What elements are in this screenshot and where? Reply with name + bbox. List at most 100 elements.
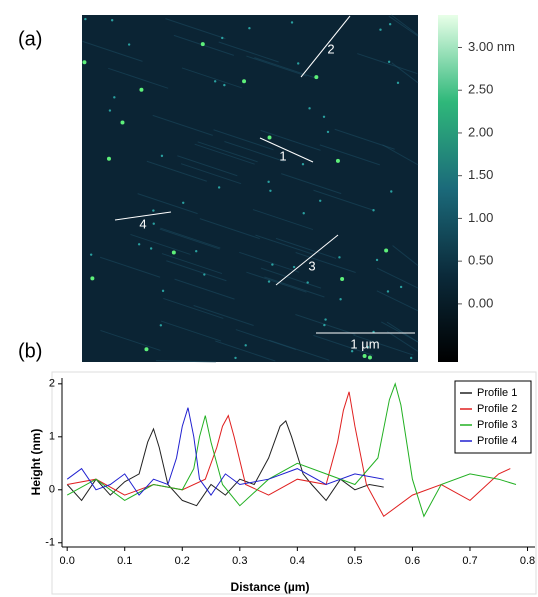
- texture-dot: [297, 62, 300, 65]
- texture-dot: [195, 250, 198, 253]
- x-tick-label: 0.7: [462, 555, 477, 567]
- texture-dot: [267, 135, 272, 140]
- texture-dot: [221, 36, 224, 40]
- texture-streak: [165, 18, 226, 40]
- texture-streak: [218, 41, 279, 63]
- texture-streak: [376, 290, 419, 312]
- texture-streak: [100, 329, 161, 351]
- texture-dot: [372, 209, 375, 212]
- texture-streak: [155, 360, 216, 363]
- texture-streak: [146, 160, 207, 182]
- legend-label: Profile 4: [477, 435, 517, 447]
- y-tick-label: 2: [49, 378, 55, 390]
- texture-dot: [106, 156, 111, 161]
- texture-dot: [159, 324, 163, 327]
- texture-streak: [357, 53, 418, 75]
- texture-dot: [290, 21, 294, 24]
- texture-dot: [322, 115, 326, 118]
- surface-texture: [82, 14, 419, 363]
- texture-dot: [269, 189, 272, 193]
- texture-dot: [388, 23, 392, 26]
- texture-streak: [391, 62, 419, 84]
- texture-dot: [223, 83, 226, 87]
- texture-dot: [314, 75, 319, 80]
- texture-streak: [376, 267, 419, 289]
- texture-streak: [264, 276, 325, 298]
- profile-label: 3: [308, 258, 315, 273]
- texture-streak: [193, 305, 254, 326]
- texture-dot: [271, 263, 274, 266]
- legend-label: Profile 1: [477, 387, 517, 399]
- texture-streak: [152, 114, 213, 136]
- texture-streak: [194, 143, 255, 165]
- texture-streak: [239, 251, 300, 273]
- texture-dot: [308, 107, 311, 110]
- profile-label: 2: [327, 41, 334, 56]
- profile-label: 4: [139, 216, 146, 231]
- colorbar-tick-label: 2.50: [468, 82, 493, 97]
- texture-dot: [366, 345, 370, 349]
- texture-streak: [197, 141, 258, 163]
- panel-label: (b): [18, 340, 42, 362]
- texture-streak: [160, 227, 221, 249]
- texture-dot: [244, 344, 247, 347]
- x-axis-label: Distance (µm): [231, 580, 310, 594]
- texture-streak: [177, 155, 238, 177]
- legend-label: Profile 3: [477, 419, 517, 431]
- y-axis-label: Height (nm): [29, 429, 43, 496]
- texture-dot: [335, 158, 340, 163]
- texture-dot: [362, 353, 367, 358]
- texture-dot: [120, 120, 125, 125]
- profile-line: [300, 15, 351, 78]
- texture-dot: [339, 298, 342, 301]
- texture-dot: [340, 277, 345, 282]
- texture-dot: [242, 79, 247, 84]
- texture-dot: [127, 43, 131, 46]
- texture-streak: [313, 189, 374, 211]
- texture-dot: [152, 222, 155, 225]
- texture-dot: [213, 80, 217, 83]
- texture-streak: [382, 144, 419, 166]
- texture-dot: [149, 247, 153, 250]
- texture-streak: [275, 237, 337, 259]
- texture-streak: [130, 233, 191, 255]
- texture-dot: [234, 356, 237, 360]
- texture-dot: [113, 96, 116, 99]
- texture-streak: [386, 321, 419, 343]
- x-tick-label: 0.8: [520, 555, 535, 567]
- texture-dot: [110, 19, 114, 22]
- texture-streak: [386, 331, 419, 352]
- texture-streak: [388, 15, 419, 37]
- texture-dot: [90, 276, 95, 281]
- colorbar-tick-label: 0.00: [468, 295, 493, 310]
- texture-streak: [281, 173, 342, 195]
- profile-line: [259, 137, 314, 163]
- texture-dot: [324, 318, 327, 321]
- texture-streak: [99, 256, 161, 278]
- texture-dot: [171, 250, 176, 255]
- texture-streak: [254, 57, 315, 79]
- texture-streak: [108, 67, 169, 89]
- texture-dot: [267, 280, 271, 283]
- texture-dot: [139, 87, 144, 92]
- texture-dot: [396, 81, 400, 85]
- texture-streak: [137, 193, 198, 215]
- texture-dot: [350, 350, 354, 353]
- texture-dot: [160, 154, 164, 158]
- y-tick-label: -1: [45, 537, 55, 549]
- x-tick-label: 0.5: [347, 555, 362, 567]
- texture-dot: [367, 355, 372, 360]
- texture-dot: [267, 180, 270, 184]
- texture-dot: [82, 60, 87, 65]
- texture-streak: [215, 340, 276, 362]
- profile-line: [66, 420, 384, 507]
- legend-label: Profile 2: [477, 403, 517, 415]
- afm-image: [82, 15, 418, 362]
- chart-frame: [51, 371, 537, 595]
- texture-dot: [399, 285, 403, 289]
- texture-dot: [84, 17, 87, 21]
- texture-streak: [166, 260, 227, 282]
- texture-streak: [260, 129, 321, 151]
- texture-dot: [217, 186, 221, 189]
- texture-dot: [301, 163, 305, 166]
